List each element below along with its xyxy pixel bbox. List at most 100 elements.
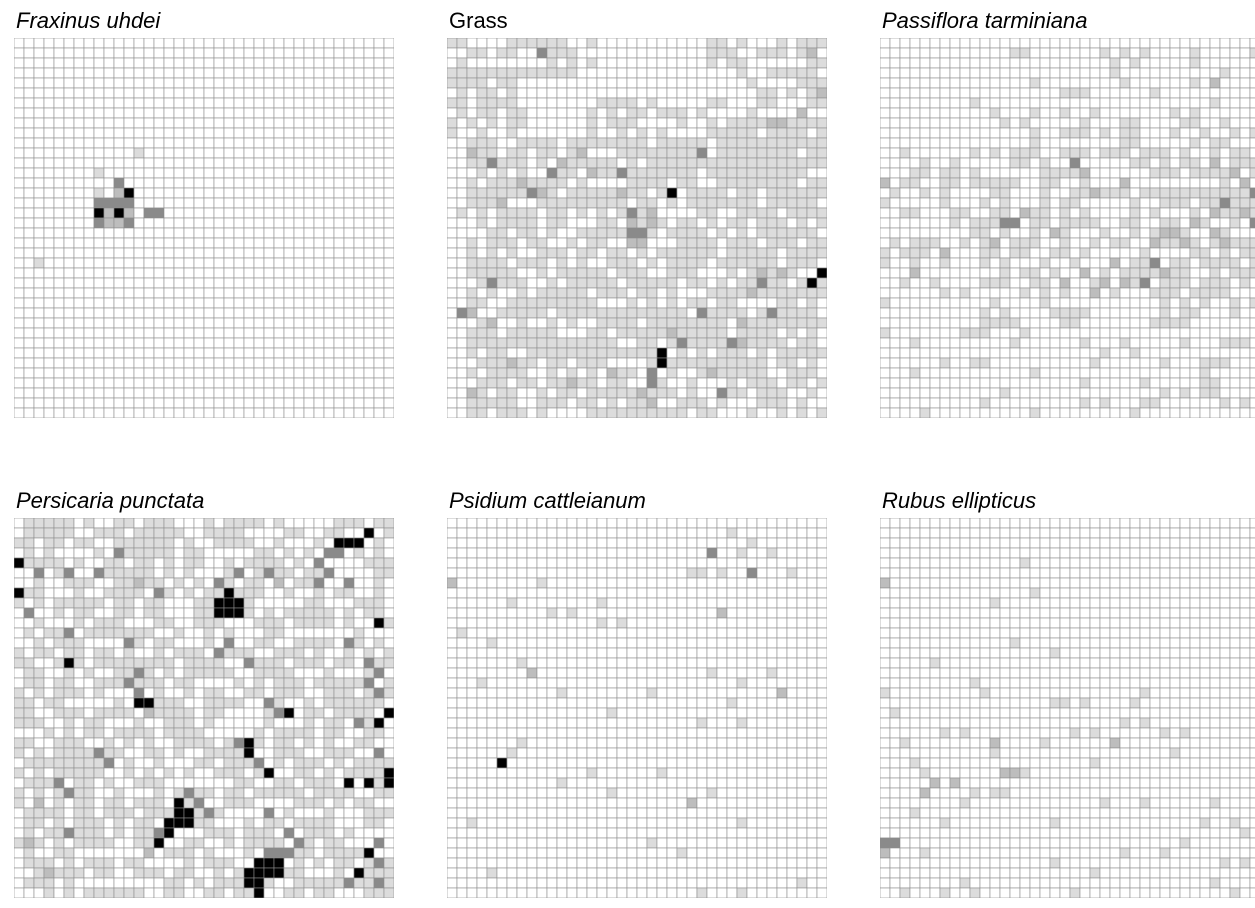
heatmap-cell (969, 137, 981, 149)
heatmap-cell (786, 327, 798, 339)
heatmap-cell (1129, 347, 1141, 359)
heatmap-cell (929, 107, 941, 119)
heatmap-cell (536, 297, 548, 309)
heatmap-cell (133, 117, 145, 129)
heatmap-cell (133, 187, 145, 199)
heatmap-cell (113, 197, 125, 209)
heatmap-cell (123, 677, 135, 689)
heatmap-cell (243, 397, 255, 409)
heatmap-cell (373, 277, 385, 289)
heatmap-cell (203, 187, 215, 199)
heatmap-cell (969, 207, 981, 219)
heatmap-cell (1109, 67, 1121, 79)
heatmap-cell (163, 327, 175, 339)
heatmap-cell (93, 687, 105, 699)
heatmap-cell (889, 127, 901, 139)
heatmap-cell (566, 367, 578, 379)
heatmap-cell (1029, 217, 1041, 229)
heatmap-cell (636, 377, 648, 389)
heatmap-cell (626, 297, 638, 309)
heatmap-cell (656, 127, 668, 139)
heatmap-cell (736, 257, 748, 269)
heatmap-cell (456, 157, 468, 169)
heatmap-cell (566, 267, 578, 279)
heatmap-cell (1179, 367, 1191, 379)
heatmap-cell (746, 197, 758, 209)
heatmap-cell (666, 337, 678, 349)
heatmap-cell (1169, 347, 1181, 359)
heatmap-cell (1179, 327, 1191, 339)
heatmap-cell (1219, 247, 1231, 259)
heatmap-cell (243, 367, 255, 379)
heatmap-cell (979, 237, 991, 249)
heatmap-cell (83, 257, 95, 269)
heatmap-cell (989, 347, 1001, 359)
heatmap-cell (1059, 217, 1071, 229)
heatmap-cell (293, 177, 305, 189)
heatmap-cell (93, 317, 105, 329)
heatmap-cell (363, 647, 375, 659)
heatmap-cell (93, 87, 105, 99)
heatmap-cell (486, 67, 498, 79)
heatmap-cell (133, 38, 145, 49)
heatmap-cell (959, 97, 971, 109)
heatmap-cell (303, 577, 315, 589)
heatmap-cell (556, 287, 568, 299)
heatmap-cell (1199, 117, 1211, 129)
heatmap-cell (929, 347, 941, 359)
heatmap-cell (1039, 257, 1051, 269)
heatmap-cell (343, 97, 355, 109)
heatmap-cell (969, 367, 981, 379)
heatmap-cell (786, 347, 798, 359)
heatmap-cell (353, 637, 365, 649)
heatmap-cell (343, 667, 355, 679)
heatmap-cell (103, 257, 115, 269)
heatmap-cell (63, 157, 75, 169)
heatmap-cell (303, 107, 315, 119)
heatmap-cell (53, 637, 65, 649)
heatmap-cell (766, 127, 778, 139)
heatmap-cell (233, 337, 245, 349)
heatmap-cell (113, 657, 125, 669)
heatmap-cell (756, 327, 768, 339)
heatmap-cell (566, 387, 578, 399)
heatmap-cell (63, 147, 75, 159)
heatmap-cell (576, 167, 588, 179)
heatmap-cell (303, 377, 315, 389)
heatmap-cell (1229, 197, 1241, 209)
heatmap-cell (1069, 137, 1081, 149)
heatmap-cell (183, 347, 195, 359)
heatmap-cell (373, 677, 385, 689)
heatmap-cell (596, 277, 608, 289)
heatmap-cell (806, 347, 818, 359)
heatmap-cell (586, 167, 598, 179)
heatmap-cell (776, 337, 788, 349)
heatmap-cell (447, 377, 458, 389)
heatmap-cell (193, 97, 205, 109)
heatmap-cell (283, 667, 295, 679)
heatmap-cell (486, 38, 498, 49)
heatmap-cell (676, 407, 688, 418)
heatmap-cell (1209, 67, 1221, 79)
heatmap-cell (1149, 147, 1161, 159)
heatmap-cell (1119, 257, 1131, 269)
heatmap-cell (476, 227, 488, 239)
heatmap-cell (606, 207, 618, 219)
heatmap-cell (193, 557, 205, 569)
heatmap-cell (1169, 237, 1181, 249)
heatmap-cell (43, 617, 55, 629)
heatmap-cell (203, 87, 215, 99)
heatmap-cell (333, 257, 345, 269)
heatmap-cell (1129, 187, 1141, 199)
heatmap-cell (1089, 287, 1101, 299)
heatmap-cell (526, 207, 538, 219)
heatmap-cell (1079, 77, 1091, 89)
heatmap-cell (1069, 127, 1081, 139)
heatmap-cell (173, 117, 185, 129)
heatmap-cell (153, 57, 165, 69)
heatmap-cell (596, 367, 608, 379)
heatmap-cell (1039, 67, 1051, 79)
heatmap-cell (53, 147, 65, 159)
heatmap-cell (343, 38, 355, 49)
heatmap-cell (143, 627, 155, 639)
